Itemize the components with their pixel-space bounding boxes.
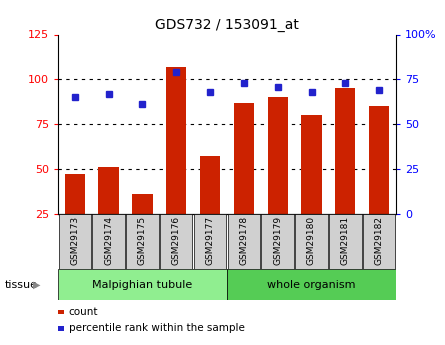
Text: count: count xyxy=(69,307,98,317)
Text: GSM29173: GSM29173 xyxy=(70,216,79,265)
Bar xyxy=(126,214,158,269)
Text: GSM29174: GSM29174 xyxy=(104,216,113,265)
Bar xyxy=(295,214,328,269)
Bar xyxy=(59,214,91,269)
Text: ▶: ▶ xyxy=(33,280,41,289)
Bar xyxy=(301,115,322,214)
Text: percentile rank within the sample: percentile rank within the sample xyxy=(69,324,244,333)
Text: GSM29176: GSM29176 xyxy=(172,216,181,265)
Bar xyxy=(132,194,153,214)
Bar xyxy=(369,106,389,214)
Bar xyxy=(58,269,227,300)
Text: GSM29181: GSM29181 xyxy=(341,216,350,265)
Bar xyxy=(98,167,119,214)
Bar xyxy=(329,214,361,269)
Bar xyxy=(335,88,356,214)
Text: GSM29179: GSM29179 xyxy=(273,216,282,265)
Text: GSM29178: GSM29178 xyxy=(239,216,248,265)
Text: Malpighian tubule: Malpighian tubule xyxy=(92,280,193,289)
Bar xyxy=(93,214,125,269)
Text: GSM29180: GSM29180 xyxy=(307,216,316,265)
Bar xyxy=(262,214,294,269)
Title: GDS732 / 153091_at: GDS732 / 153091_at xyxy=(155,18,299,32)
Bar xyxy=(65,175,85,214)
Text: GSM29182: GSM29182 xyxy=(375,216,384,265)
Bar xyxy=(234,103,254,214)
Bar xyxy=(160,214,192,269)
Text: tissue: tissue xyxy=(4,280,37,289)
Bar xyxy=(227,269,396,300)
Bar xyxy=(267,97,288,214)
Text: GSM29175: GSM29175 xyxy=(138,216,147,265)
Bar xyxy=(363,214,395,269)
Bar xyxy=(194,214,226,269)
Text: GSM29177: GSM29177 xyxy=(206,216,214,265)
Bar xyxy=(228,214,260,269)
Bar xyxy=(200,157,220,214)
Text: whole organism: whole organism xyxy=(267,280,356,289)
Bar xyxy=(166,67,186,214)
